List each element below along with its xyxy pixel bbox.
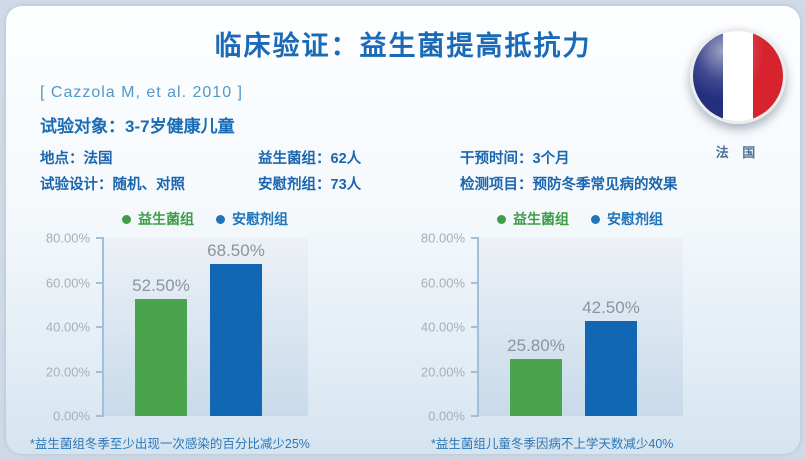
y-tick-mark xyxy=(96,281,104,284)
legend-label: 安慰剂组 xyxy=(607,211,663,227)
legend-label: 益生菌组 xyxy=(138,211,194,227)
legend-item-placebo: 安慰剂组 xyxy=(216,209,288,229)
chart-legend: 益生菌组 安慰剂组 xyxy=(102,208,308,230)
chart-body: 80.00% 60.00% 40.00% 20.00% 0.00% 52.50% 68.… xyxy=(32,231,310,424)
y-axis-labels: 80.00% 60.00% 40.00% 20.00% 0.00% xyxy=(32,231,102,424)
legend-dot-blue xyxy=(216,214,225,224)
legend-dot-green xyxy=(122,214,131,224)
y-tick-label: 60.00% xyxy=(420,275,465,290)
legend-dot-green xyxy=(497,214,506,224)
y-tick-mark xyxy=(471,237,479,239)
study-citation: [ Cazzola M, et al. 2010 ] xyxy=(40,84,243,101)
bar-placebo-group: 68.50% xyxy=(207,241,265,416)
placebo-group-size: 安慰剂组：73人 xyxy=(258,177,362,193)
chart-legend: 益生菌组 安慰剂组 xyxy=(477,208,683,230)
plot-area: 52.50% 68.50% xyxy=(96,237,308,417)
measured-outcome: 检测项目：预防冬季常见病的效果 xyxy=(460,177,678,193)
chart-body: 80.00% 60.00% 40.00% 20.00% 0.00% 25.80% 42.… xyxy=(407,231,685,424)
bar-value-label: 25.80% xyxy=(507,335,565,355)
study-location: 地点：法国 xyxy=(40,151,113,167)
y-tick-label: 40.00% xyxy=(420,319,465,335)
slide-title: 临床验证：益生菌提高抵抗力 xyxy=(214,31,592,61)
study-info-row: 试验设计：随机、对照 安慰剂组：73人 检测项目：预防冬季常见病的效果 xyxy=(0,173,806,193)
legend-item-placebo: 安慰剂组 xyxy=(591,209,663,229)
plot-area: 25.80% 42.50% xyxy=(471,237,683,417)
y-tick-mark xyxy=(96,415,104,417)
y-tick-mark xyxy=(471,326,479,328)
y-tick-label: 40.00% xyxy=(45,319,90,335)
flag-gloss xyxy=(693,31,783,121)
bar-probiotic-group: 52.50% xyxy=(132,276,190,416)
y-axis-labels: 80.00% 60.00% 40.00% 20.00% 0.00% xyxy=(407,231,477,424)
bar-value-label: 68.50% xyxy=(207,240,265,260)
y-tick-mark xyxy=(96,370,104,373)
footnote-sick-days: *益生菌组儿童冬季因病不上学天数减少40% xyxy=(431,437,674,451)
study-subject: 试验对象：3-7岁健康儿童 xyxy=(40,117,235,136)
y-tick-label: 0.00% xyxy=(53,408,90,424)
flag-circle xyxy=(690,28,786,124)
bar-value-label: 42.50% xyxy=(582,298,640,318)
y-tick-mark xyxy=(96,237,104,239)
intervention-duration: 干预时间：3个月 xyxy=(460,151,570,167)
sick-days-chart: 益生菌组 安慰剂组 80.00% 60.00% 40.00% 20.00% 0.00% … xyxy=(407,208,685,424)
y-tick-mark xyxy=(471,281,479,284)
y-tick-label: 60.00% xyxy=(45,275,90,290)
study-info-row: 地点：法国 益生菌组：62人 干预时间：3个月 xyxy=(0,147,806,167)
legend-label: 安慰剂组 xyxy=(232,211,288,227)
legend-item-probiotic: 益生菌组 xyxy=(122,209,194,229)
infection-rate-chart: 益生菌组 安慰剂组 80.00% 60.00% 40.00% 20.00% 0.00% … xyxy=(32,208,310,424)
france-flag-badge xyxy=(690,28,786,124)
y-tick-label: 80.00% xyxy=(45,230,90,246)
bar-placebo-group: 42.50% xyxy=(582,298,640,416)
y-tick-mark xyxy=(96,326,104,328)
legend-label: 益生菌组 xyxy=(513,211,569,227)
bar-probiotic-group: 25.80% xyxy=(507,336,565,416)
y-tick-label: 20.00% xyxy=(45,364,90,379)
y-tick-label: 80.00% xyxy=(420,230,465,246)
y-tick-mark xyxy=(471,370,479,373)
footnote-infection: *益生菌组冬季至少出现一次感染的百分比减少25% xyxy=(30,437,310,451)
y-tick-mark xyxy=(471,415,479,417)
study-design: 试验设计：随机、对照 xyxy=(40,177,185,193)
legend-item-probiotic: 益生菌组 xyxy=(497,209,569,229)
probiotic-group-size: 益生菌组：62人 xyxy=(258,151,362,167)
legend-dot-blue xyxy=(591,214,600,224)
bar-value-label: 52.50% xyxy=(132,276,190,296)
flag-country-label: 法 国 xyxy=(715,145,761,160)
y-tick-label: 20.00% xyxy=(420,364,465,379)
y-tick-label: 0.00% xyxy=(428,408,465,424)
